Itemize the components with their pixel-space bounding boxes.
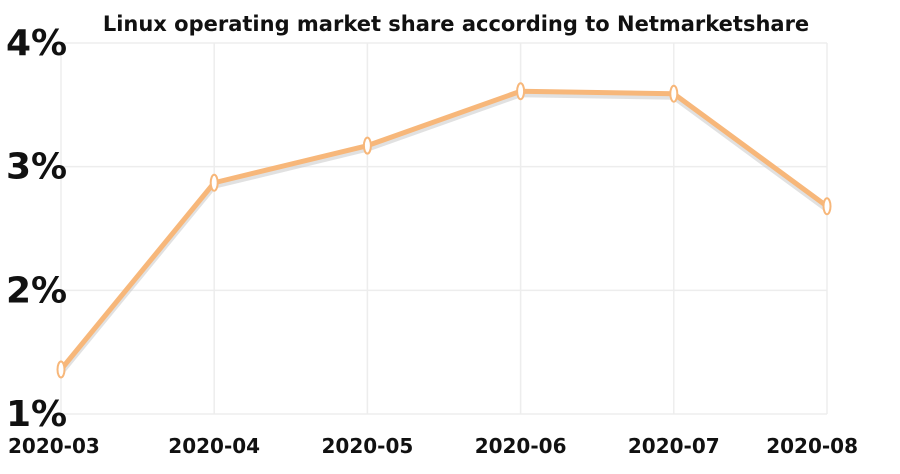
- x-tick-label: 2020-05: [322, 434, 414, 458]
- x-tick-label: 2020-03: [8, 434, 100, 458]
- data-point-marker: [822, 197, 832, 216]
- data-point-marker: [669, 84, 679, 103]
- data-point-marker: [362, 136, 372, 155]
- y-tick-label: 2%: [6, 270, 67, 311]
- x-tick-label: 2020-08: [766, 434, 858, 458]
- x-tick-label: 2020-06: [475, 434, 567, 458]
- series-layer: [58, 88, 830, 375]
- marker-layer: [56, 82, 832, 379]
- x-axis-ticks: 2020-03 2020-04 2020-05 2020-06 2020-07 2020-…: [8, 434, 858, 458]
- y-tick-label: 3%: [6, 147, 67, 188]
- x-tick-label: 2020-04: [168, 434, 260, 458]
- y-tick-label: 1%: [6, 394, 67, 435]
- x-tick-label: 2020-07: [628, 434, 720, 458]
- y-axis-ticks: 1% 2% 3% 4%: [6, 23, 67, 435]
- series-line: [58, 88, 830, 372]
- grid-layer: [60, 42, 828, 415]
- y-tick-label: 4%: [6, 23, 67, 64]
- data-point-marker: [56, 360, 66, 379]
- chart-title: Linux operating market share according t…: [103, 12, 809, 36]
- data-point-marker: [209, 173, 219, 192]
- data-point-marker: [516, 82, 526, 101]
